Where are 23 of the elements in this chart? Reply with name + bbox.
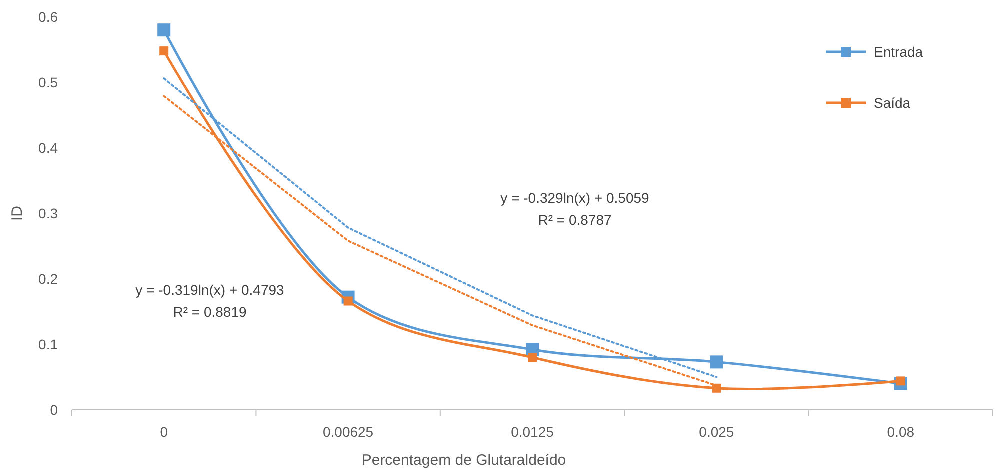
y-axis-title: ID <box>9 206 26 221</box>
x-tick-label: 0.0125 <box>511 424 554 440</box>
y-tick-label: 0.5 <box>38 74 58 90</box>
point <box>160 46 169 56</box>
point <box>528 353 537 362</box>
y-tick-label: 0 <box>50 402 58 418</box>
legend-label: Entrada <box>874 44 924 60</box>
annotation: y = -0.319ln(x) + 0.4793 R² = 0.8819 <box>136 282 285 320</box>
x-tick-label: 0.00625 <box>322 424 374 440</box>
y-tick-label: 0.3 <box>38 205 58 222</box>
y-tick-label: 0.4 <box>38 140 58 156</box>
y-tick-label: 0.2 <box>38 270 58 287</box>
x-tick-label: 0 <box>160 424 168 440</box>
point <box>712 384 722 393</box>
y-tick-label: 0.6 <box>38 8 58 25</box>
point <box>710 356 724 369</box>
x-axis-title: Percentagem de Glutaraldeído <box>362 452 566 469</box>
point <box>158 24 171 37</box>
y-tick-label: 0.1 <box>38 336 58 352</box>
x-tick-label: 0.025 <box>699 424 734 440</box>
annotation: y = -0.329ln(x) + 0.5059 R² = 0.8787 <box>500 190 650 228</box>
legend-label: Saída <box>874 94 911 111</box>
x-tick-label: 0.08 <box>887 424 915 440</box>
